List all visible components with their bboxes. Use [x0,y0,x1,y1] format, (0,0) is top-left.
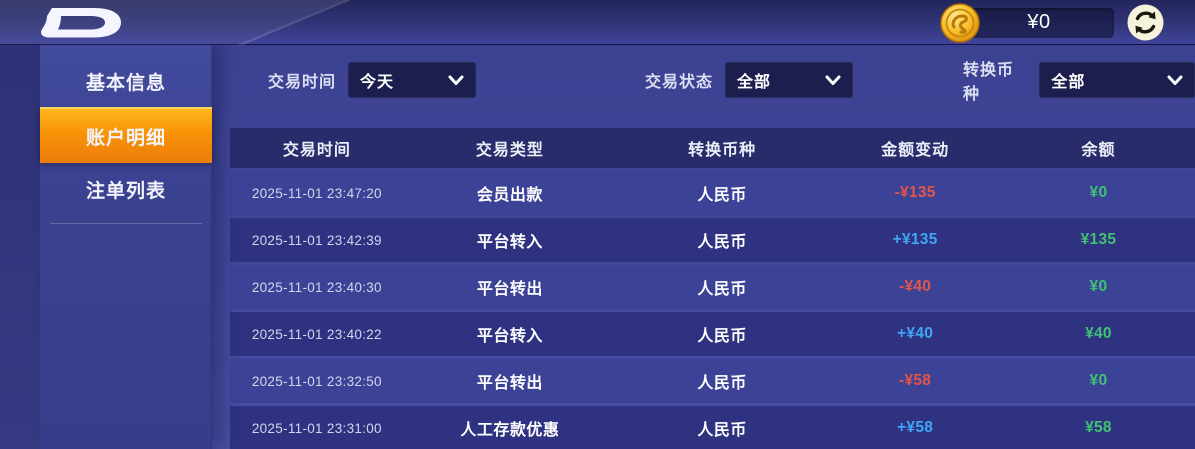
time-cell: 2025-11-01 23:31:00 [251,420,382,436]
filter-label: 交易状态 [645,74,714,91]
balance-cell: ¥0 [1089,372,1108,389]
table-row: 2025-11-01 23:31:00 人工存款优惠 人民币 +¥58 ¥58 [230,406,1195,449]
balance-cell: ¥0 [1089,278,1108,295]
time-cell: 2025-11-01 23:40:30 [251,279,382,295]
currency-cell: 人民币 [697,422,747,439]
type-cell: 平台转出 [476,281,543,298]
time-cell: 2025-11-01 23:47:20 [251,185,382,201]
filter-transaction-status: 交易状态 全部 [645,62,854,98]
filter-label: 交易时间 [268,74,337,91]
filter-transaction-time: 交易时间 今天 [268,62,477,98]
dropdown-selected-value: 今天 [360,74,395,91]
sidebar-item-basic-info[interactable]: 基本信息 [85,72,166,94]
left-edge-strip [0,45,40,449]
currency-cell: 人民币 [697,375,747,392]
sidebar-item-account-details[interactable]: 账户明细 [40,107,212,163]
dropdown-selected-value: 全部 [1051,74,1086,91]
time-cell: 2025-11-01 23:40:22 [251,326,382,342]
column-header-balance: 余额 [1081,142,1116,159]
type-cell: 平台转入 [476,234,543,251]
table-row: 2025-11-01 23:32:50 平台转出 人民币 -¥58 ¥0 [230,359,1195,403]
wallet-area: ¥0 [938,0,1165,45]
balance-cell: ¥40 [1085,325,1112,342]
transaction-status-dropdown[interactable]: 全部 [725,62,854,98]
sidebar-item-bet-list[interactable]: 注单列表 [85,180,166,202]
currency-cell: 人民币 [697,234,747,251]
balance-amount: ¥0 [1027,11,1051,33]
type-cell: 人工存款优惠 [460,422,560,439]
amount-change-cell: +¥135 [892,231,938,248]
table-row: 2025-11-01 23:40:22 平台转入 人民币 +¥40 ¥40 [230,312,1195,356]
type-cell: 平台转出 [476,375,543,392]
type-cell: 平台转入 [476,328,543,345]
currency-cell: 人民币 [697,281,747,298]
refresh-button[interactable] [1126,3,1165,42]
filter-label: 转换币种 [963,62,1015,103]
top-bar: ¥0 [0,0,1195,45]
amount-change-cell: +¥40 [897,325,934,342]
column-header-type: 交易类型 [475,142,544,159]
chevron-down-icon [825,75,841,85]
balance-cell: ¥0 [1089,184,1108,201]
amount-change-cell: +¥58 [897,419,934,436]
filter-currency: 转换币种 全部 [963,62,1195,103]
sidebar-divider [50,223,202,224]
sidebar-nav: 基本信息 账户明细 注单列表 [40,45,212,449]
currency-cell: 人民币 [697,328,747,345]
balance-display: ¥0 [964,7,1114,38]
table-row: 2025-11-01 23:42:39 平台转入 人民币 +¥135 ¥135 [230,218,1195,262]
transaction-time-dropdown[interactable]: 今天 [348,62,477,98]
balance-cell: ¥58 [1085,419,1112,436]
table-row: 2025-11-01 23:47:20 会员出款 人民币 -¥135 ¥0 [230,171,1195,215]
time-cell: 2025-11-01 23:42:39 [251,232,382,248]
amount-change-cell: -¥135 [894,184,936,201]
time-cell: 2025-11-01 23:32:50 [251,373,382,389]
main-content: 交易时间 今天 交易状态 全部 转换币种 全部 [230,45,1195,449]
balance-cell: ¥135 [1080,231,1117,248]
column-header-change: 金额变动 [881,142,950,159]
amount-change-cell: -¥40 [899,278,932,295]
chevron-down-icon [448,75,464,85]
table-row: 2025-11-01 23:40:30 平台转出 人民币 -¥40 ¥0 [230,265,1195,309]
chevron-down-icon [1167,75,1183,85]
column-header-currency: 转换币种 [688,142,757,159]
currency-dropdown[interactable]: 全部 [1039,62,1195,98]
type-cell: 会员出款 [476,187,543,204]
currency-cell: 人民币 [697,187,747,204]
column-header-time: 交易时间 [282,142,351,159]
dropdown-selected-value: 全部 [737,74,772,91]
gold-coin-icon [938,1,982,45]
table-body: 2025-11-01 23:47:20 会员出款 人民币 -¥135 ¥0 20… [230,171,1195,449]
amount-change-cell: -¥58 [899,372,932,389]
table-header: 交易时间 交易类型 转换币种 金额变动 余额 [230,128,1195,168]
brand-d-swoosh-icon[interactable] [36,6,124,40]
